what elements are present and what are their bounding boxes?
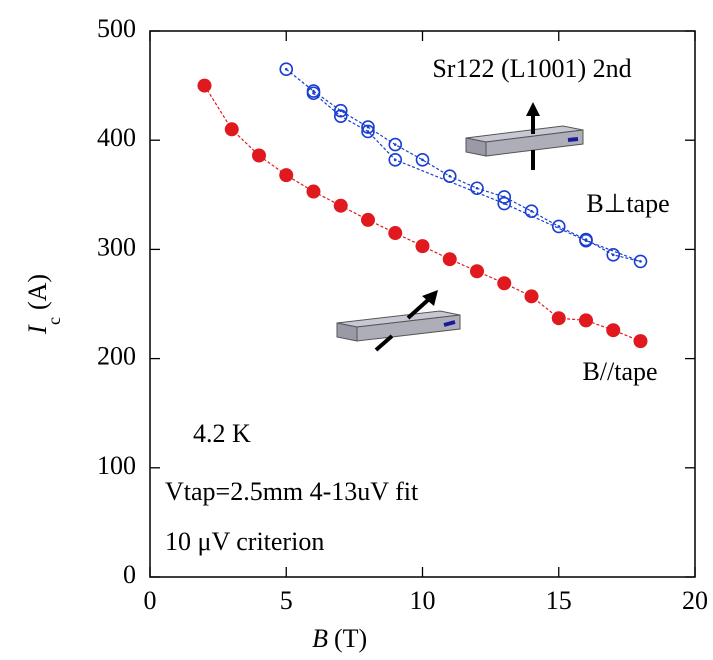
marker-dot [584, 239, 588, 242]
marker [579, 233, 593, 248]
annotation: 4.2 K [193, 419, 251, 448]
y-tick-label: 500 [97, 14, 136, 43]
marker-dot [502, 202, 506, 205]
marker [415, 153, 430, 167]
y-axis-label: c [44, 317, 64, 325]
marker-dot [421, 158, 424, 162]
marker-dot [393, 143, 397, 146]
series-line [285, 68, 641, 262]
marker [361, 120, 375, 134]
marker [579, 313, 593, 328]
y-tick-label: 100 [97, 451, 136, 480]
marker [606, 323, 621, 338]
marker [224, 122, 239, 137]
annotation: Vtap=2.5mm 4-13uV fit [165, 477, 419, 506]
marker [279, 168, 294, 183]
x-tick-label: 5 [280, 586, 293, 615]
marker [470, 181, 484, 196]
marker [442, 252, 457, 267]
series-label: B//tape [582, 357, 657, 386]
marker [388, 137, 403, 152]
marker [415, 239, 430, 254]
marker-dot [393, 158, 397, 162]
x-tick-label: 15 [546, 586, 572, 615]
marker-dot [366, 125, 370, 129]
series-label: B⊥tape [586, 189, 669, 218]
chart-title: Sr122 (L1001) 2nd [432, 54, 631, 83]
marker [633, 334, 648, 349]
marker [388, 153, 403, 167]
marker-dot [339, 114, 343, 118]
marker [333, 198, 348, 213]
marker [551, 219, 566, 234]
y-tick-label: 300 [97, 232, 136, 261]
x-tick-label: 10 [410, 586, 436, 615]
marker-dot [312, 89, 315, 93]
marker [306, 184, 321, 199]
x-tick-label: 20 [682, 586, 708, 615]
y-tick-label: 400 [97, 123, 136, 152]
x-axis-label: B [312, 624, 328, 653]
marker [306, 86, 321, 101]
y-axis-label: I [23, 324, 52, 335]
marker-dot [475, 186, 479, 190]
marker [497, 276, 512, 291]
marker [524, 289, 539, 304]
marker [333, 109, 348, 123]
marker [497, 196, 512, 211]
x-axis-label: (T) [334, 624, 367, 653]
marker [197, 78, 212, 93]
marker [633, 254, 648, 269]
marker [442, 169, 457, 184]
marker [279, 62, 294, 77]
marker-dot [639, 260, 642, 263]
marker-dot [530, 209, 533, 213]
y-axis-label: (A) [23, 274, 52, 310]
marker [551, 311, 566, 326]
marker-dot [312, 91, 315, 95]
marker [470, 264, 484, 279]
marker [606, 248, 621, 262]
marker-dot [284, 67, 288, 71]
marker [388, 226, 403, 241]
annotation: 10 μV criterion [165, 527, 324, 556]
marker-dot [611, 253, 615, 257]
y-tick-label: 200 [97, 342, 136, 371]
marker [361, 212, 375, 227]
tape-icon [465, 102, 584, 170]
marker-dot [448, 174, 452, 178]
y-tick-label: 0 [123, 560, 136, 589]
marker-dot [557, 225, 561, 228]
marker [524, 204, 539, 218]
tape-icon [336, 290, 461, 352]
marker [361, 124, 375, 139]
x-tick-label: 0 [144, 586, 157, 615]
marker [252, 148, 266, 163]
marker-dot [366, 130, 370, 133]
